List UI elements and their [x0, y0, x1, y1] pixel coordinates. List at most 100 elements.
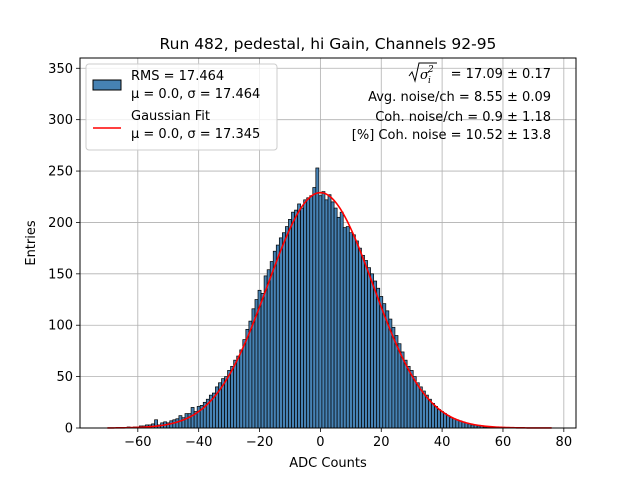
histogram-bar — [333, 207, 338, 429]
histogram-bar — [351, 234, 356, 429]
y-axis-label: Entries — [24, 220, 39, 266]
histogram-bar — [300, 207, 305, 429]
annotation-coh-noise: Coh. noise/ch = 0.9 ± 1.18 — [375, 110, 551, 125]
histogram-bar — [361, 254, 365, 429]
histogram-bar — [297, 203, 301, 429]
legend-fit-label-line2: μ = 0.0, σ = 17.345 — [131, 127, 260, 142]
y-tick-label: 50 — [56, 370, 73, 385]
sigma-i-squared-symbol: σ 2 i — [408, 62, 437, 86]
histogram-bar — [236, 355, 241, 429]
histogram-bar — [391, 326, 396, 429]
histogram-bar — [406, 365, 411, 429]
histogram-bar — [421, 390, 426, 429]
histogram-bar — [376, 287, 381, 429]
histogram-bar — [224, 376, 228, 429]
histogram-bar — [239, 349, 244, 429]
histogram-bar — [282, 232, 286, 429]
histogram-bar — [321, 191, 326, 429]
y-tick-label: 200 — [48, 216, 73, 231]
histogram-bar — [443, 413, 448, 429]
histogram-bar — [306, 197, 311, 429]
x-axis-label: ADC Counts — [289, 456, 367, 471]
gaussian-fit-curve — [107, 191, 552, 429]
histogram-bar — [415, 382, 420, 429]
chart-title: Run 482, pedestal, hi Gain, Channels 92-… — [160, 35, 497, 53]
histogram-bar — [449, 417, 454, 429]
svg-text:σ: σ — [420, 68, 430, 83]
x-tick-label: 20 — [373, 435, 390, 450]
histogram-bar — [409, 370, 414, 429]
histogram-bar — [358, 247, 362, 429]
histogram-bar — [412, 376, 417, 429]
histogram-bar — [309, 195, 314, 429]
histogram-bar — [336, 216, 341, 429]
histogram-bar — [184, 413, 189, 429]
histogram-bar — [260, 293, 265, 429]
histogram-bar — [418, 386, 423, 429]
histogram-bar — [327, 194, 332, 429]
x-tick-label: 40 — [434, 435, 451, 450]
histogram-bar — [373, 280, 378, 429]
histogram-bar — [272, 250, 277, 429]
histogram-bar — [385, 310, 390, 429]
histogram-bar — [318, 195, 323, 429]
histogram-bar — [367, 267, 371, 429]
histogram-bar — [437, 409, 441, 429]
histogram-bar — [312, 187, 317, 429]
histogram-bar — [303, 199, 308, 429]
histogram-bar — [431, 402, 435, 429]
histogram-bar — [190, 407, 195, 429]
histogram-bar — [288, 219, 292, 429]
svg-text:i: i — [428, 76, 431, 86]
x-tick-label: 0 — [316, 435, 324, 450]
histogram-bar — [434, 406, 438, 429]
histogram-bars — [126, 167, 496, 429]
annotation-avg-noise: Avg. noise/ch = 8.55 ± 0.09 — [368, 90, 551, 105]
histogram-bar — [403, 359, 408, 429]
histogram-bar — [370, 273, 374, 429]
histogram-bar — [269, 261, 274, 429]
histogram-bar — [227, 370, 231, 429]
histogram-bar — [355, 240, 359, 429]
y-tick-label: 0 — [65, 422, 73, 437]
histogram-bar — [285, 226, 289, 429]
histogram-bar — [196, 406, 201, 429]
legend-histogram-label-line1: RMS = 17.464 — [131, 69, 224, 84]
histogram-bar — [248, 320, 253, 429]
legend: RMS = 17.464 μ = 0.0, σ = 17.464 Gaussia… — [85, 63, 278, 151]
x-tick-label: 60 — [495, 435, 512, 450]
histogram-bar — [263, 275, 268, 429]
y-axis-ticks: 0 50 100 150 200 250 300 350 — [48, 62, 80, 437]
histogram-bar — [266, 269, 271, 429]
y-tick-label: 250 — [48, 165, 73, 180]
x-tick-label: −40 — [185, 435, 212, 450]
histogram-bar — [425, 394, 429, 429]
histogram-bar — [345, 226, 350, 429]
legend-box — [85, 63, 278, 151]
legend-histogram-swatch — [92, 79, 122, 91]
y-tick-label: 150 — [48, 267, 73, 282]
histogram-bar — [175, 418, 180, 429]
gaussian-fit-line — [107, 191, 552, 429]
annotation-sigma-i: = 17.09 ± 0.17 — [451, 67, 551, 82]
histogram-bar — [242, 339, 247, 429]
histogram-bar — [440, 411, 444, 429]
legend-histogram-label-line2: μ = 0.0, σ = 17.464 — [131, 87, 260, 102]
histogram-bar — [342, 227, 347, 429]
svg-text:2: 2 — [427, 65, 434, 75]
histogram-bar — [339, 211, 344, 429]
annotation-coh-noise-percent: [%] Coh. noise = 10.52 ± 13.8 — [352, 128, 551, 143]
histogram-bar — [315, 167, 320, 429]
histogram-bar — [379, 296, 384, 429]
noise-annotations: σ 2 i = 17.09 ± 0.17 Avg. noise/ch = 8.5… — [352, 62, 551, 143]
histogram-bar — [364, 260, 368, 429]
histogram-bar — [278, 237, 283, 429]
y-tick-label: 100 — [48, 319, 73, 334]
histogram-bar — [294, 209, 298, 429]
histogram-bar — [291, 211, 295, 429]
x-tick-label: −20 — [246, 435, 273, 450]
histogram-bar — [388, 318, 393, 429]
histogram-bar — [428, 398, 432, 429]
legend-fit-label-line1: Gaussian Fit — [131, 109, 210, 124]
histogram-bar — [348, 232, 353, 429]
